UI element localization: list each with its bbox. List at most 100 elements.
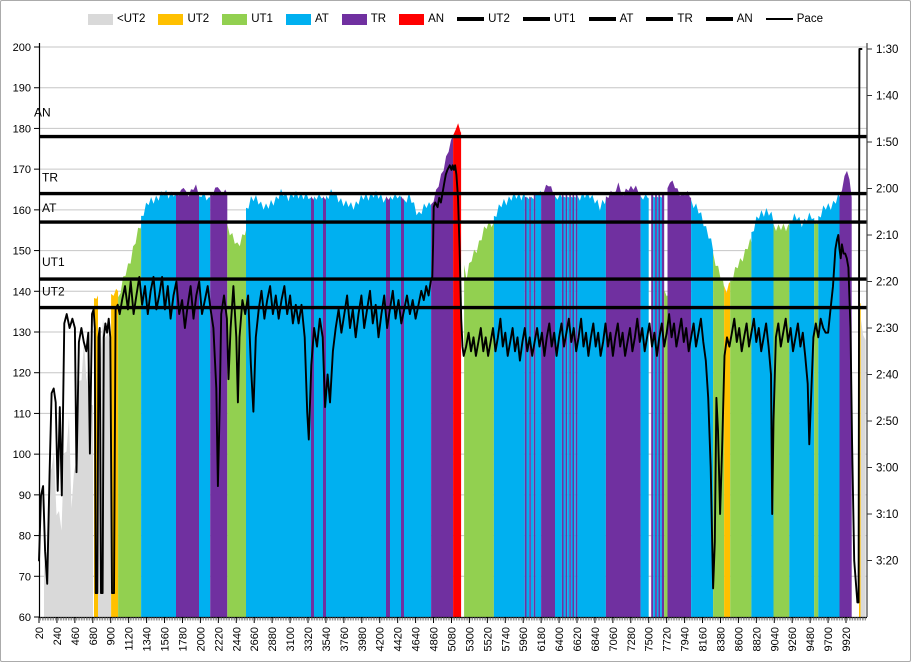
zone-band-blue: [567, 196, 570, 617]
y-left-tick-label: 100: [13, 449, 31, 461]
legend-label: UT2: [187, 13, 210, 25]
x-tick-label: 3760: [339, 627, 351, 651]
x-tick-label: 8160: [698, 627, 710, 651]
legend-item-lineat[interactable]: AT: [588, 13, 633, 25]
legend-item-ut1[interactable]: UT1: [222, 13, 273, 25]
x-tick-label: 9480: [805, 627, 817, 651]
threshold-label-ut1: UT1: [42, 255, 65, 269]
y-right-tick-label: 3:00: [876, 463, 898, 475]
x-tick-label: 5300: [464, 627, 476, 651]
legend-swatch-icon: [222, 13, 248, 25]
zone-band-blue: [404, 192, 432, 617]
x-tick-label: 9040: [769, 627, 781, 651]
y-left-tick-label: 90: [19, 490, 31, 502]
zone-band-purple: [667, 180, 692, 617]
legend-label: UT2: [488, 13, 510, 25]
x-tick-label: 5960: [518, 627, 530, 651]
threshold-label-tr: TR: [42, 171, 58, 185]
legend-item-lineut1[interactable]: UT1: [522, 13, 576, 25]
zone-band-gray: [860, 317, 866, 617]
zone-band-purple: [839, 170, 852, 617]
zone-band-purple: [658, 192, 661, 617]
x-tick-label: 2880: [267, 627, 279, 651]
y-left-tick-label: 200: [13, 42, 31, 54]
y-left-tick-label: 120: [13, 368, 31, 380]
zone-band-blue: [530, 196, 534, 617]
zone-band-purple: [605, 182, 641, 617]
zone-band-blue: [326, 189, 386, 617]
legend-item-tr[interactable]: TR: [341, 13, 386, 25]
x-tick-label: 6620: [572, 627, 584, 651]
zone-band-purple: [401, 196, 404, 617]
legend-label: AT: [314, 13, 329, 25]
legend-item-linean[interactable]: AN: [705, 13, 753, 25]
zone-band-blue: [555, 194, 562, 617]
zone-band-purple: [386, 196, 390, 617]
y-left-tick-label: 110: [13, 408, 31, 420]
x-tick-label: 5740: [500, 627, 512, 651]
legend-label: <UT2: [117, 13, 146, 25]
zone-band-blue: [691, 199, 714, 617]
x-tick-label: 5080: [446, 627, 458, 651]
x-tick-label: 4420: [393, 627, 405, 651]
y-right-tick-label: 2:50: [876, 416, 898, 428]
zone-band-yellow: [724, 282, 731, 617]
legend-item-lineut2[interactable]: UT2: [457, 13, 510, 25]
legend-label: TR: [677, 13, 693, 25]
y-right-tick-label: 1:30: [876, 44, 898, 56]
legend-item-an[interactable]: AN: [399, 13, 444, 25]
x-tick-label: 1340: [142, 627, 154, 651]
x-tick-label: 680: [88, 627, 100, 645]
legend-item-at[interactable]: AT: [285, 13, 329, 25]
legend-item-ut2[interactable]: <UT2: [88, 13, 145, 25]
legend-label: AN: [428, 13, 445, 25]
legend-item-ut2[interactable]: UT2: [158, 13, 209, 25]
y-left-tick-label: 170: [13, 164, 31, 176]
zone-band-purple: [565, 192, 568, 617]
x-tick-label: 3540: [321, 627, 333, 651]
legend-item-linepace[interactable]: Pace: [765, 13, 823, 25]
y-right-tick-label: 1:50: [876, 137, 898, 149]
y-right-tick-label: 3:20: [876, 556, 898, 568]
zone-band-purple: [569, 192, 571, 617]
x-tick-label: 9260: [787, 627, 799, 651]
zone-band-blue: [818, 193, 840, 617]
legend-item-linetr[interactable]: TR: [646, 13, 693, 25]
y-right-tick-label: 2:40: [876, 370, 898, 382]
legend-label: AN: [736, 13, 753, 25]
y-right-tick-label: 1:40: [876, 91, 898, 103]
x-tick-label: 8380: [715, 627, 727, 651]
x-tick-label: 6400: [554, 627, 566, 651]
zone-band-gray: [44, 340, 93, 617]
zone-band-blue: [390, 194, 401, 617]
zone-band-blue: [640, 194, 649, 617]
legend-label: UT1: [553, 13, 576, 25]
legend-line-swatch-icon: [705, 17, 733, 21]
x-tick-label: 7720: [662, 627, 674, 651]
zone-band-blue: [141, 189, 176, 617]
zone-band-green: [464, 220, 494, 617]
y-left-tick-label: 130: [13, 327, 31, 339]
zone-band-blue: [246, 188, 311, 618]
zone-band-purple: [311, 196, 314, 617]
x-tick-label: 900: [106, 627, 118, 645]
x-tick-label: 20: [34, 627, 46, 639]
zone-band-blue: [570, 196, 573, 617]
zone-band-purple: [524, 196, 527, 617]
chart-legend: <UT2 UT2 UT1 AT TR AN UT2 UT1 AT TR AN Pace: [1, 8, 910, 30]
x-tick-label: 6840: [590, 627, 602, 651]
zone-band-green: [730, 238, 752, 617]
zone-band-purple: [176, 184, 199, 617]
zone-band-purple: [541, 184, 555, 617]
y-left-tick-label: 160: [13, 205, 31, 217]
x-tick-label: 6180: [536, 627, 548, 651]
x-tick-label: 2660: [249, 627, 261, 651]
zone-band-blue: [577, 191, 606, 617]
legend-line-swatch-icon: [457, 17, 485, 21]
zone-band-purple: [661, 192, 665, 617]
threshold-label-ut2: UT2: [42, 285, 65, 299]
x-tick-label: 3100: [285, 627, 297, 651]
zone-band-blue: [789, 212, 815, 617]
